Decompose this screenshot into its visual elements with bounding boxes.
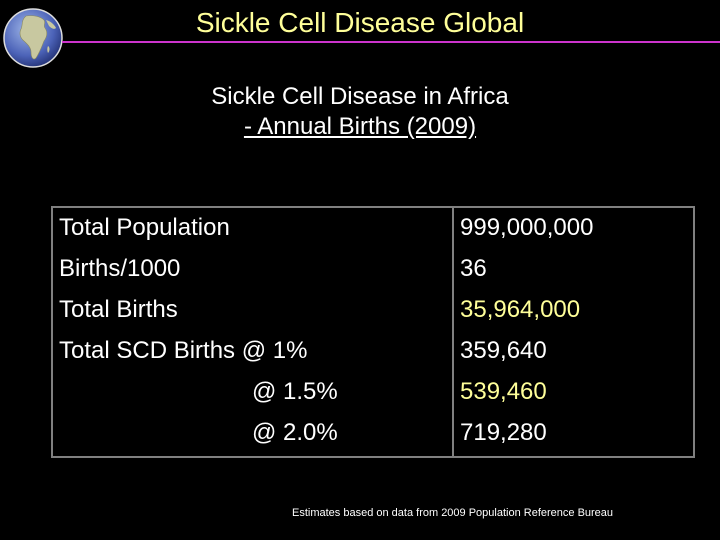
slide-subtitle: Sickle Cell Disease in Africa - Annual B… <box>0 82 720 142</box>
row-value-scd-births-1-5pct: 539,460 <box>460 378 547 405</box>
slide-title: Sickle Cell Disease Global <box>195 7 525 38</box>
row-label-total-births: Total Births <box>59 296 178 323</box>
subtitle-line-2: - Annual Births (2009) <box>243 113 477 140</box>
row-value-total-births: 35,964,000 <box>460 296 581 323</box>
source-footnote: Estimates based on data from 2009 Popula… <box>292 507 614 519</box>
table-row: Total Population Births/1000 Total Birth… <box>51 206 695 458</box>
row-label-total-population: Total Population <box>59 214 230 241</box>
row-value-births-per-1000: 36 <box>460 255 487 282</box>
subtitle-line-1: Sickle Cell Disease in Africa <box>211 83 509 110</box>
title-divider <box>62 41 720 43</box>
row-label-scd-births-1-5pct: @ 1.5% <box>252 378 338 405</box>
row-label-scd-births-2pct: @ 2.0% <box>252 419 338 446</box>
row-value-total-population: 999,000,000 <box>460 214 594 241</box>
value-column: 999,000,000 36 35,964,000 359,640 539,46… <box>452 206 695 458</box>
row-label-scd-births-1pct: Total SCD Births @ 1% <box>59 337 308 364</box>
row-value-scd-births-2pct: 719,280 <box>460 419 547 446</box>
label-column: Total Population Births/1000 Total Birth… <box>51 206 454 458</box>
births-table: Total Population Births/1000 Total Birth… <box>51 206 695 458</box>
row-value-scd-births-1pct: 359,640 <box>460 337 547 364</box>
row-label-births-per-1000: Births/1000 <box>59 255 181 282</box>
globe-icon <box>3 8 63 68</box>
